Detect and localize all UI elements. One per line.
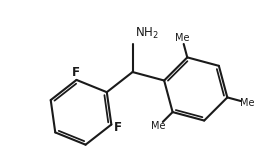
Text: Me: Me: [175, 33, 189, 43]
Text: Me: Me: [240, 98, 254, 108]
Text: NH$_2$: NH$_2$: [135, 26, 158, 41]
Text: F: F: [71, 66, 80, 79]
Text: F: F: [114, 121, 122, 134]
Text: Me: Me: [151, 121, 165, 131]
